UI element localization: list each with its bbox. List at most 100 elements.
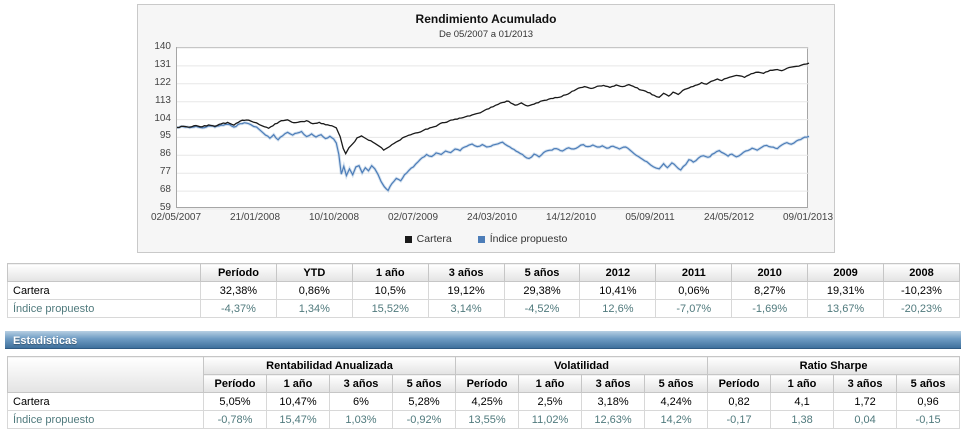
table-header-cell: 5 años — [644, 374, 709, 393]
table-cell: 15,47% — [266, 410, 330, 429]
table-cell: 3,14% — [427, 299, 505, 318]
table-header-cell: Período — [455, 374, 520, 393]
table-row: Cartera 32,38% 0,86% 10,5% 19,12% 29,38% 10,41… — [7, 281, 960, 300]
row-label: Cartera — [7, 392, 204, 411]
table-header-cell: 3 años — [329, 374, 393, 393]
x-axis-tick-label: 02/07/2009 — [387, 212, 439, 223]
table-cell: 19,31% — [807, 281, 885, 300]
table-header-cell: 1 año — [266, 374, 330, 393]
x-axis-tick-label: 02/05/2007 — [150, 212, 202, 223]
table-header-cell — [7, 263, 201, 282]
table-header-cell: 3 años — [427, 263, 505, 282]
chart-subtitle: De 05/2007 a 01/2013 — [438, 29, 534, 40]
chart-card: Rendimiento Acumulado De 05/2007 a 01/20… — [137, 4, 835, 253]
table-cell: 4,25% — [455, 392, 520, 411]
indice-propuesto-line-halo — [177, 121, 810, 193]
line-chart — [177, 47, 810, 210]
table-header-cell: 5 años — [896, 374, 961, 393]
table-cell: -7,07% — [655, 299, 733, 318]
table-header-cell: 2012 — [579, 263, 657, 282]
table-cell: 0,04 — [833, 410, 898, 429]
table-cell: 10,47% — [266, 392, 330, 411]
stats-table: Rentabilidad Anualizada Volatilidad Ratio … — [7, 356, 961, 429]
table-row: Índice propuesto -4,37% 1,34% 15,52% 3,14% -4… — [7, 299, 960, 318]
table-header-cell: 1 año — [351, 263, 429, 282]
table-cell: 32,38% — [200, 281, 277, 300]
table-header-cell — [7, 356, 204, 393]
table-cell: -0,78% — [203, 410, 267, 429]
table-header-cell: 1 año — [518, 374, 583, 393]
table-header-row: Período YTD 1 año 3 años 5 años 2012 2011 2010 2… — [7, 263, 960, 282]
table-group-header-row: Rentabilidad Anualizada Volatilidad Ratio … — [7, 356, 961, 393]
table-group-header-cell: Volatilidad — [455, 356, 709, 375]
table-cell: 12,63% — [581, 410, 646, 429]
row-label: Cartera — [7, 281, 201, 300]
y-axis-tick-label: 86 — [159, 148, 171, 160]
table-cell: 13,55% — [455, 410, 520, 429]
table-cell: -4,52% — [503, 299, 581, 318]
x-axis-tick-label: 24/03/2010 — [466, 212, 518, 223]
table-cell: 13,67% — [807, 299, 885, 318]
table-cell: 19,12% — [427, 281, 505, 300]
table-cell: -0,92% — [391, 410, 457, 429]
table-row: Cartera 5,05% 10,47% 6% 5,28% 4,25% 2,5% 3,18% 4… — [7, 392, 961, 411]
x-axis-tick-label: 24/05/2012 — [703, 212, 755, 223]
legend-item: Índice propuesto — [477, 233, 568, 245]
y-axis-tick-label: 77 — [159, 166, 171, 178]
stats-header-bar: Estadísticas — [5, 331, 961, 349]
table-cell: 0,96 — [896, 392, 961, 411]
table-cell: -20,23% — [883, 299, 960, 318]
table-cell: 1,03% — [329, 410, 393, 429]
table-group-header-cell: Rentabilidad Anualizada — [202, 356, 457, 375]
row-label: Índice propuesto — [7, 410, 204, 429]
table-header-cell: 5 años — [391, 374, 457, 393]
table-cell: 0,86% — [275, 281, 353, 300]
table-row: Índice propuesto -0,78% 15,47% 1,03% -0,92% 1… — [7, 410, 961, 429]
table-header-cell: 3 años — [581, 374, 646, 393]
y-axis-tick-label: 68 — [159, 184, 171, 196]
legend-item: Cartera — [404, 233, 452, 245]
table-cell: -1,69% — [731, 299, 809, 318]
table-header-cell: 5 años — [503, 263, 581, 282]
legend-swatch-icon — [477, 235, 485, 243]
x-axis-tick-label: 05/09/2011 — [625, 212, 675, 223]
table-header-cell: 3 años — [833, 374, 898, 393]
table-cell: 1,34% — [275, 299, 353, 318]
y-axis-tick-label: 122 — [154, 76, 171, 88]
table-cell: 10,5% — [351, 281, 429, 300]
plot-area — [176, 47, 810, 210]
x-axis-tick-label: 09/01/2013 — [782, 212, 834, 223]
legend-label: Índice propuesto — [489, 233, 568, 245]
y-axis-tick-label: 59 — [159, 202, 171, 213]
x-axis-tick-label: 10/10/2008 — [308, 212, 360, 223]
table-cell: 15,52% — [351, 299, 429, 318]
returns-table: Período YTD 1 año 3 años 5 años 2012 2011 2010 2… — [7, 263, 960, 318]
table-header-cell: 2010 — [731, 263, 809, 282]
table-cell: 29,38% — [503, 281, 581, 300]
table-cell: 11,02% — [518, 410, 583, 429]
table-header-cell: Período — [200, 263, 277, 282]
table-cell: 8,27% — [731, 281, 809, 300]
table-header-cell: 2009 — [807, 263, 885, 282]
table-cell: 12,6% — [579, 299, 657, 318]
table-cell: 5,05% — [203, 392, 267, 411]
table-cell: 3,18% — [581, 392, 646, 411]
table-subheader-row: Período 1 año 3 años 5 años Período 1 año 3 añ… — [8, 374, 961, 393]
table-cell: 6% — [329, 392, 393, 411]
table-header-cell: 2011 — [655, 263, 733, 282]
table-cell: -4,37% — [200, 299, 277, 318]
table-cell: 0,06% — [655, 281, 733, 300]
x-axis-tick-label: 14/12/2010 — [545, 212, 597, 223]
y-axis-tick-label: 95 — [159, 130, 171, 142]
y-axis-tick-label: 131 — [154, 58, 171, 70]
stats-title: Estadísticas — [13, 335, 78, 347]
table-cell: 2,5% — [518, 392, 583, 411]
table-group-header-cell: Ratio Sharpe — [707, 356, 961, 375]
table-cell: -0,15 — [896, 410, 961, 429]
x-axis-tick-label: 21/01/2008 — [229, 212, 281, 223]
table-cell: 14,2% — [644, 410, 709, 429]
table-cell: 4,24% — [644, 392, 709, 411]
row-label: Índice propuesto — [7, 299, 201, 318]
y-axis-tick-label: 140 — [154, 41, 171, 52]
chart-title: Rendimiento Acumulado — [415, 12, 557, 26]
